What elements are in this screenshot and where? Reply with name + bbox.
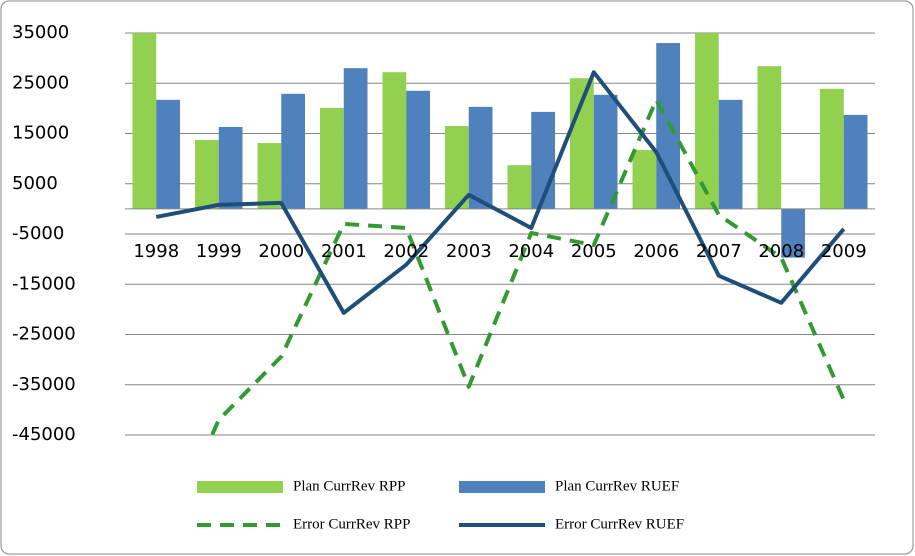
bar — [218, 126, 243, 209]
bar — [695, 33, 719, 209]
bar — [570, 78, 594, 209]
bar — [593, 94, 618, 209]
legend: Plan CurrRev RPP Plan CurrRev RUEF Error C… — [197, 478, 684, 532]
bar — [445, 125, 469, 209]
x-tick-label: 2007 — [696, 241, 742, 262]
x-tick-label: 2002 — [383, 241, 429, 262]
bar — [781, 208, 805, 258]
legend-label: Plan CurrRev RUEF — [555, 478, 679, 494]
bar — [195, 140, 219, 209]
bar — [382, 72, 407, 209]
bar — [406, 90, 430, 209]
bar — [843, 114, 868, 209]
y-tick-label: -5000 — [12, 223, 64, 244]
grid — [125, 32, 875, 436]
bar — [320, 107, 344, 209]
bar — [507, 165, 532, 209]
bar — [820, 88, 844, 209]
bar — [757, 66, 782, 209]
x-tick-label: 1999 — [196, 241, 242, 262]
legend-swatch — [459, 481, 545, 493]
bar — [132, 33, 157, 209]
bar — [156, 99, 180, 209]
y-tick-label: -35000 — [12, 374, 76, 395]
x-tick-label: 2001 — [321, 241, 367, 262]
bar — [468, 106, 493, 209]
bar — [343, 68, 368, 209]
y-tick-label: 25000 — [12, 72, 69, 93]
bar — [656, 43, 680, 209]
x-tick-label: 2004 — [508, 241, 554, 262]
bar — [718, 99, 743, 209]
line — [209, 97, 846, 435]
labels: 35000 25000 15000 5000 -5000 -15000 -25000 -350… — [12, 22, 867, 445]
bar — [281, 93, 305, 209]
x-tick-label: 2000 — [258, 241, 304, 262]
legend-label: Error CurrRev RUEF — [555, 516, 684, 532]
bar — [632, 150, 657, 209]
y-tick-label: -15000 — [12, 273, 76, 294]
lines — [155, 70, 846, 435]
bar — [257, 143, 282, 209]
legend-swatch — [197, 481, 283, 493]
x-tick-label: 2003 — [446, 241, 492, 262]
x-tick-label: 2008 — [758, 241, 804, 262]
y-tick-label: 15000 — [12, 123, 69, 144]
y-tick-label: -25000 — [12, 324, 76, 345]
x-tick-label: 1998 — [133, 241, 179, 262]
x-tick-label: 2005 — [571, 241, 617, 262]
y-tick-label: 5000 — [12, 173, 58, 194]
bars — [132, 33, 868, 258]
x-tick-label: 2006 — [633, 241, 679, 262]
legend-label: Plan CurrRev RPP — [293, 478, 406, 494]
x-tick-label: 2009 — [821, 241, 867, 262]
y-tick-label: -45000 — [12, 424, 76, 445]
line — [155, 70, 846, 315]
legend-label: Error CurrRev RPP — [293, 516, 411, 532]
y-tick-label: 35000 — [12, 22, 69, 43]
